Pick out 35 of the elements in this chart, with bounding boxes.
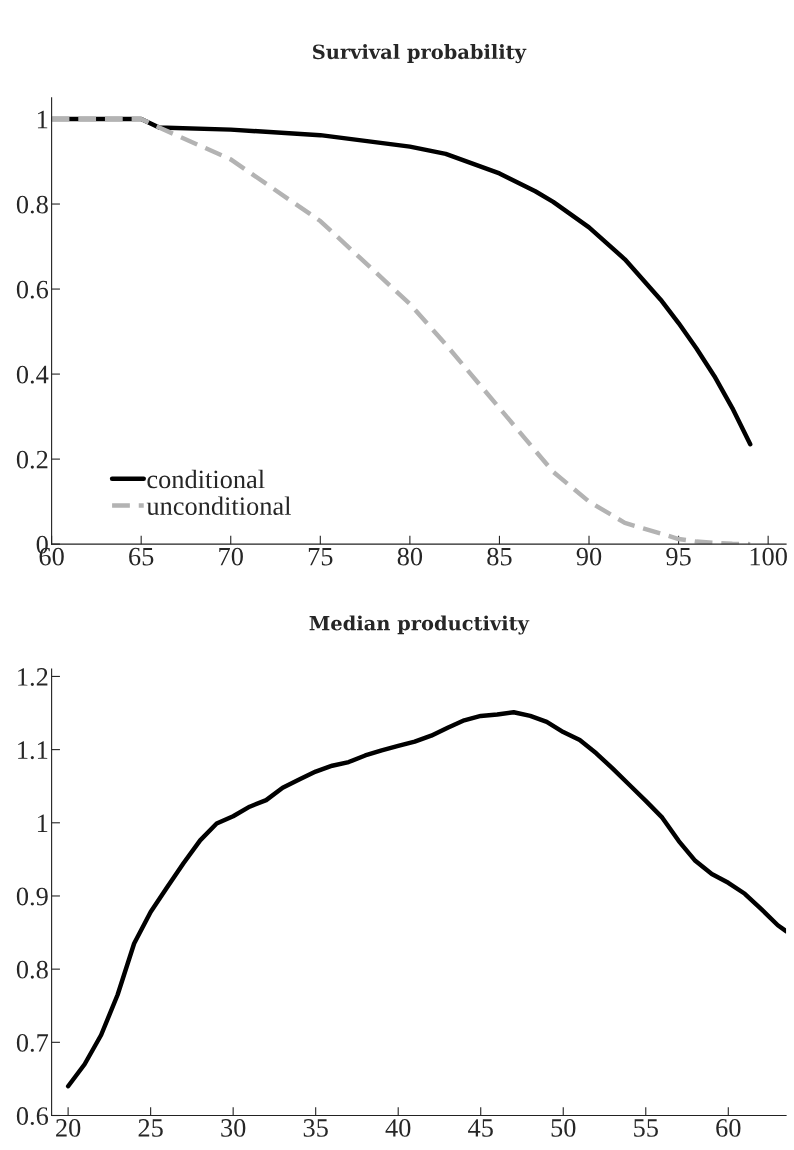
- legend-label: conditional: [147, 469, 265, 489]
- y-tick-label: 0.7: [16, 1033, 49, 1052]
- x-tick-label: 95: [666, 547, 691, 566]
- line-series: [65, 710, 787, 1089]
- x-tick-label: 85: [487, 547, 512, 566]
- x-tick-label: 80: [397, 547, 423, 566]
- y-tick-label: 1.1: [18, 741, 48, 760]
- x-tick-label: 65: [129, 547, 154, 566]
- chart-title: Survival probability: [313, 44, 527, 64]
- y-tick-label: 0.6: [16, 280, 49, 299]
- x-tick-label: 90: [576, 547, 602, 566]
- x-tick-label: 60: [716, 1119, 741, 1137]
- y-tick-label: 0.9: [16, 887, 48, 906]
- legend-label: unconditional: [146, 496, 291, 516]
- x-tick-label: 55: [634, 1119, 658, 1137]
- x-tick-label: 100: [750, 547, 787, 566]
- y-tick-label: 0.4: [16, 365, 49, 384]
- x-tick-label: 30: [221, 1119, 246, 1137]
- y-tick-label: 0.6: [16, 1107, 49, 1126]
- x-tick-label: 20: [56, 1119, 81, 1137]
- x-tick-label: 45: [468, 1119, 493, 1137]
- x-tick-label: 50: [551, 1119, 576, 1137]
- y-tick-label: 0.8: [16, 960, 48, 979]
- y-tick-label: 1: [37, 110, 48, 129]
- y-tick-label: 0.2: [16, 450, 48, 469]
- y-tick-label: 1: [37, 814, 48, 832]
- x-tick-label: 35: [303, 1119, 328, 1137]
- y-tick-label: 0.8: [16, 195, 48, 214]
- y-tick-label: 1.2: [18, 668, 48, 686]
- x-tick-label: 25: [138, 1119, 163, 1137]
- x-tick-label: 40: [385, 1119, 411, 1137]
- x-tick-label: 75: [308, 547, 333, 566]
- chart-title: Median productivity: [309, 615, 530, 635]
- line-series: [51, 116, 753, 545]
- x-tick-label: 70: [219, 547, 243, 566]
